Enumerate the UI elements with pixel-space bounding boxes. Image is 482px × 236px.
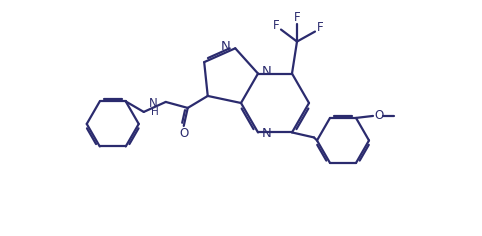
Text: F: F [273,19,279,32]
Text: F: F [317,21,323,34]
Text: F: F [294,11,300,24]
Text: H: H [151,107,159,117]
Text: N: N [262,65,272,78]
Text: O: O [179,127,188,140]
Text: N: N [149,97,158,110]
Text: N: N [220,40,230,53]
Text: N: N [262,127,272,140]
Text: O: O [375,110,384,122]
